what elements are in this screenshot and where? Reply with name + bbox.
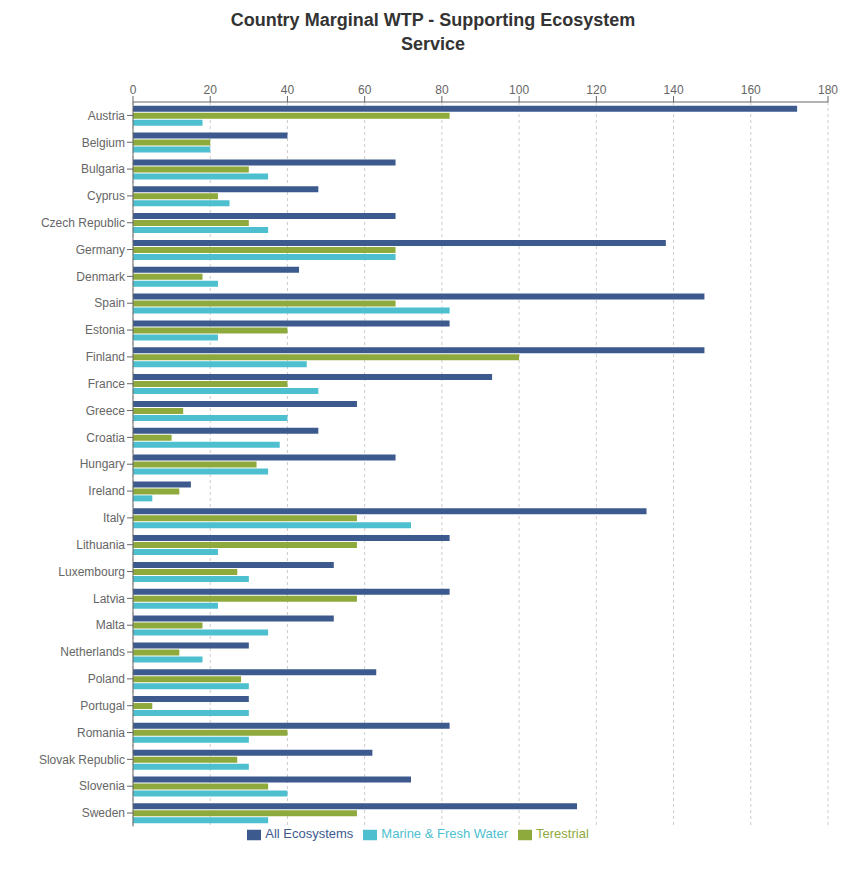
svg-text:40: 40 [281,83,295,97]
svg-text:180: 180 [818,83,838,97]
html-text:Terestrial: Terestrial [536,826,589,842]
svg-text:Netherlands: Netherlands [60,645,125,659]
svg-text:France: France [88,377,126,391]
html-text:Marine & Fresh Water: Marine & Fresh Water [381,826,508,842]
svg-text:160: 160 [741,83,761,97]
svg-text:Denmark: Denmark [76,270,126,284]
svg-text:Ireland: Ireland [88,484,125,498]
svg-text:Latvia: Latvia [93,592,125,606]
html-text:All Ecosystems: All Ecosystems [265,826,354,842]
svg-text:100: 100 [509,83,529,97]
svg-text:Poland: Poland [88,672,125,686]
svg-text:Finland: Finland [86,350,125,364]
svg-text:Italy: Italy [103,511,125,525]
svg-text:Czech Republic: Czech Republic [41,216,125,230]
html-text:Service: Service [401,34,465,54]
svg-text:140: 140 [664,83,684,97]
svg-text:Lithuania: Lithuania [76,538,125,552]
svg-text:Luxembourg: Luxembourg [58,565,125,579]
svg-text:Hungary: Hungary [80,457,125,471]
svg-text:Spain: Spain [94,296,125,310]
svg-text:Slovak Republic: Slovak Republic [39,753,125,767]
svg-text:Austria: Austria [88,109,126,123]
svg-text:0: 0 [130,83,137,97]
svg-text:Portugal: Portugal [80,699,125,713]
svg-text:Sweden: Sweden [82,806,125,820]
svg-text:Greece: Greece [86,404,126,418]
svg-text:120: 120 [586,83,606,97]
svg-text:Bulgaria: Bulgaria [81,162,125,176]
html-text:Country Marginal WTP - Support: Country Marginal WTP - Supporting Ecosys… [230,10,636,30]
svg-text:Croatia: Croatia [86,431,125,445]
svg-text:Belgium: Belgium [82,136,125,150]
svg-text:Romania: Romania [77,726,125,740]
svg-text:Malta: Malta [96,618,126,632]
svg-text:80: 80 [435,83,449,97]
svg-text:60: 60 [358,83,372,97]
svg-text:Germany: Germany [76,243,125,257]
svg-text:Slovenia: Slovenia [79,779,125,793]
svg-text:Estonia: Estonia [85,323,125,337]
svg-text:Cyprus: Cyprus [87,189,125,203]
svg-text:20: 20 [204,83,218,97]
